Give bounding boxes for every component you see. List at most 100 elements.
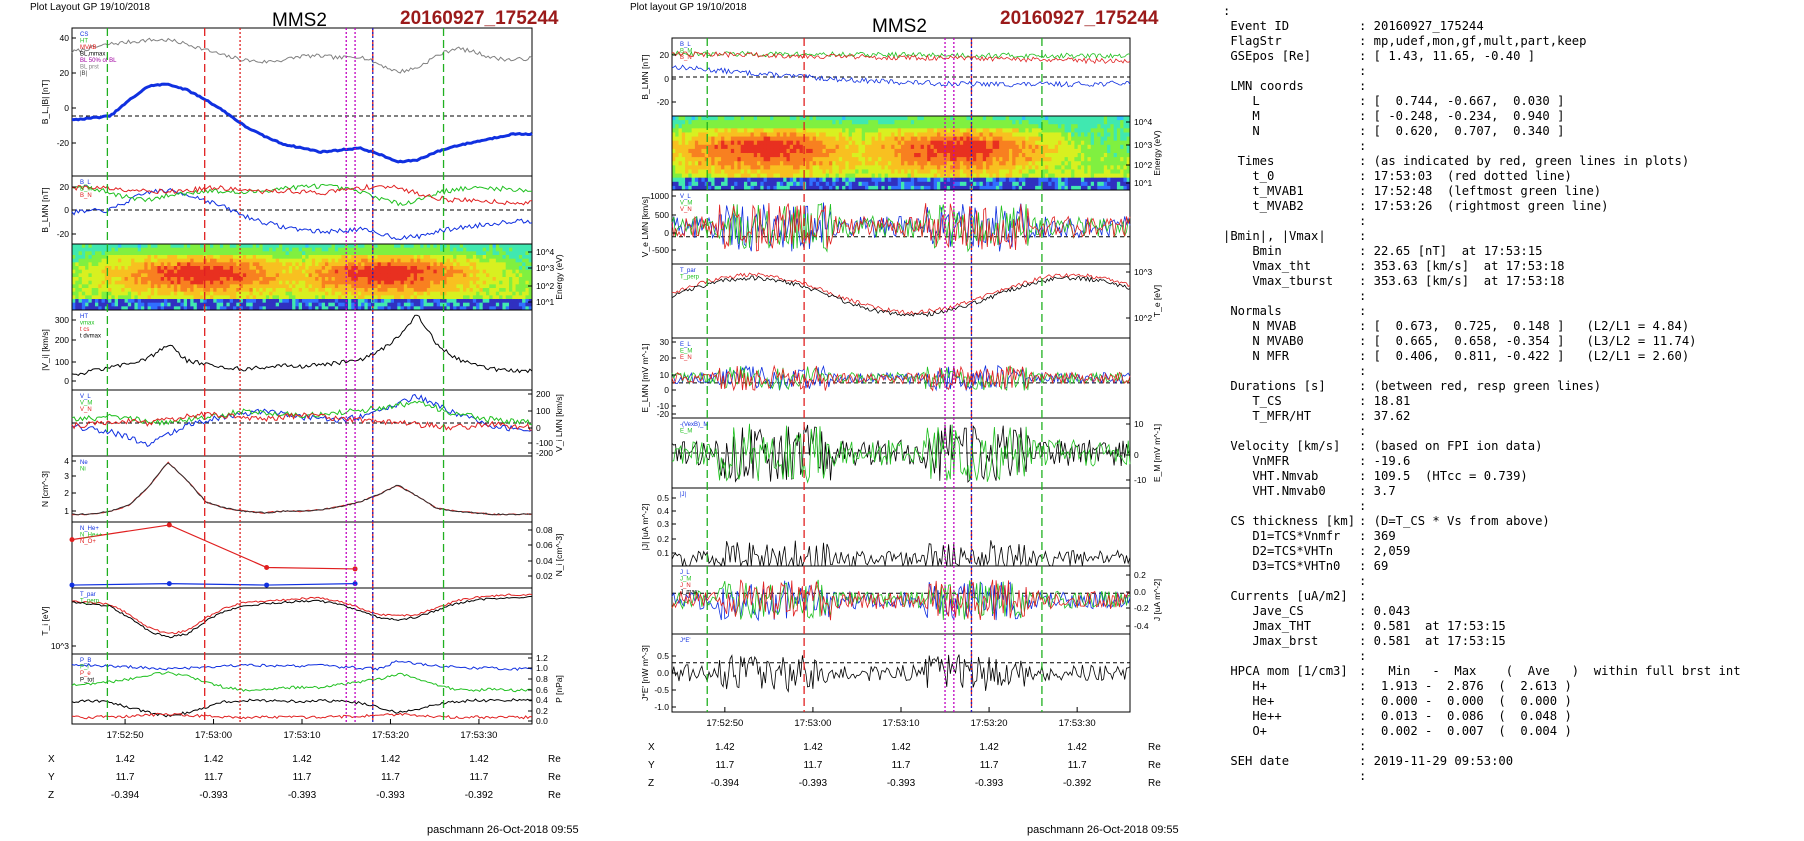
legend-entry: BL prst (80, 65, 99, 71)
spectrogram-cell (325, 277, 329, 282)
spectrogram-cell (183, 291, 188, 296)
spectrogram-cell (190, 262, 194, 267)
spectrogram-cell (282, 299, 286, 304)
spectrogram-cell (812, 116, 817, 121)
spectrogram-cell (910, 157, 915, 162)
spectrogram-cell (180, 244, 185, 249)
spectrogram-cell (472, 277, 477, 282)
spectrogram-cell (685, 157, 689, 162)
spectrogram-cell (757, 165, 761, 170)
spectrogram-cell (995, 140, 1000, 146)
spectrogram-cell (495, 244, 500, 249)
spectrogram-cell (793, 165, 797, 170)
spectrogram-cell (861, 120, 866, 125)
spectrogram-cell (75, 244, 79, 249)
spectrogram-cell (190, 255, 194, 260)
spectrogram-cell (249, 247, 254, 252)
left-plot-layout-label: Plot Layout GP 19/10/2018 (30, 2, 150, 13)
spectrogram-cell (730, 144, 735, 150)
spectrogram-cell (400, 295, 405, 300)
spectrogram-cell (482, 251, 487, 256)
spectrogram-cell (946, 177, 951, 183)
spectrogram-cell (499, 288, 503, 293)
spectrogram-cell (1061, 132, 1065, 137)
spectrogram-cell (180, 266, 185, 271)
spectrogram-cell (525, 302, 530, 307)
spectrogram-cell (476, 255, 480, 260)
spectrogram-cell (91, 255, 96, 260)
spectrogram-cell (753, 185, 758, 191)
spectrogram-cell (344, 273, 349, 278)
spectrogram-cell (763, 132, 768, 137)
spectrogram-cell (167, 266, 171, 271)
spectrogram-cell (522, 277, 526, 282)
spectrogram-cell (279, 273, 283, 278)
spectrogram-cell (219, 288, 224, 293)
spectrogram-cell (685, 128, 689, 133)
spectrogram-cell (1008, 132, 1013, 137)
spectrogram-cell (183, 251, 188, 256)
spectrogram-cell (193, 277, 198, 282)
spectrogram-cell (449, 258, 454, 263)
spectrogram-cell (449, 288, 454, 293)
spectrogram-cell (711, 144, 715, 150)
spectrogram-cell (252, 266, 257, 271)
spectrogram-cell (1008, 144, 1013, 150)
spectrogram-cell (472, 306, 477, 311)
spectrogram-cell (982, 136, 987, 142)
spectrogram-cell (118, 273, 122, 278)
spectrogram-cell (865, 148, 869, 154)
spectrogram-cell (894, 128, 899, 133)
spectrogram-cell (354, 244, 359, 249)
spectrogram-cell (124, 302, 129, 307)
spectrogram-cell (878, 140, 882, 146)
spectrogram-cell (141, 306, 145, 311)
spectrogram-cell (812, 148, 817, 154)
spectrogram-cell (917, 144, 922, 150)
spectrogram-cell (704, 128, 709, 133)
spectrogram-cell (819, 185, 823, 191)
spectrogram-cell (233, 251, 237, 256)
spectrogram-cell (85, 273, 89, 278)
spectrogram-cell (374, 269, 378, 274)
spectrogram-cell (459, 284, 464, 289)
spectrogram-cell (463, 284, 467, 289)
spectrogram-cell (685, 120, 689, 125)
spectrogram-cell (1058, 124, 1062, 129)
spectrogram-cell (907, 132, 912, 137)
spectrogram-cell (688, 153, 693, 158)
spectrogram-cell (167, 244, 171, 249)
spectrogram-cell (196, 244, 201, 249)
spectrogram-cell (688, 169, 693, 174)
spectrogram-cell (328, 266, 332, 271)
spectrogram-cell (887, 148, 892, 154)
spectrogram-cell (1074, 140, 1079, 146)
spectrogram-cell (502, 258, 507, 263)
spectrogram-cell (982, 120, 987, 125)
spectrogram-cell (838, 140, 843, 146)
spectrogram-cell (154, 280, 158, 285)
spectrogram-cell (822, 161, 827, 166)
spectrogram-cell (121, 255, 125, 260)
spectrogram-cell (124, 273, 129, 278)
spectrogram-cell (453, 299, 457, 304)
spectrogram-cell (901, 136, 905, 142)
spectrogram-cell (390, 247, 395, 252)
spectrogram-cell (799, 157, 804, 162)
spectrogram-cell (1064, 169, 1069, 174)
spectrogram-cell (894, 153, 899, 158)
spectrogram-cell (1048, 148, 1052, 154)
spectrogram-cell (456, 306, 461, 311)
spectrogram-cell (950, 144, 954, 150)
spectrogram-cell (170, 258, 175, 263)
spectrogram-cell (413, 288, 418, 293)
spectrogram-cell (410, 291, 415, 296)
spectrogram-cell (167, 273, 171, 278)
spectrogram-cell (724, 157, 729, 162)
spectrogram-cell (78, 299, 83, 304)
spectrogram-cell (704, 181, 709, 187)
spectrogram-cell (279, 291, 283, 296)
spectrogram-cell (127, 273, 132, 278)
spectrogram-cell (180, 251, 185, 256)
spectrogram-cell (904, 181, 908, 187)
